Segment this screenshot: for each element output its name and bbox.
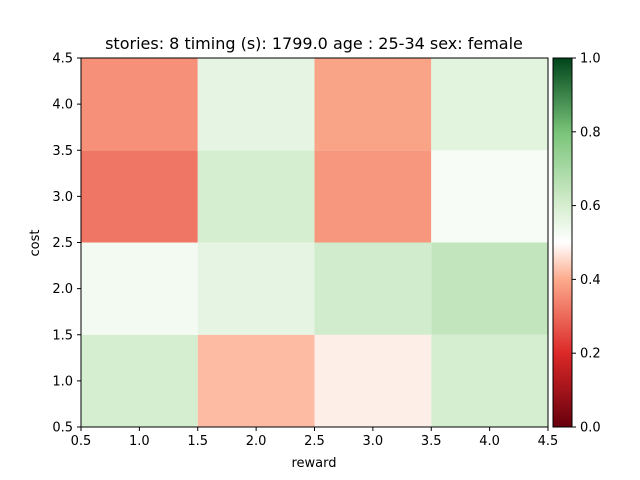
y-tick-label: 3.0 xyxy=(52,190,73,205)
colorbar-tick-label: 0.2 xyxy=(580,347,601,362)
heatmap-cell xyxy=(431,150,548,243)
heatmap-cell xyxy=(197,334,315,427)
y-axis-ticks: 0.5 1.0 1.5 2.0 2.5 3.0 3.5 4.0 4.5 xyxy=(52,52,81,436)
y-tick-label: 2.0 xyxy=(52,282,73,297)
colorbar-tick-label: 0.6 xyxy=(580,199,601,214)
y-tick-label: 4.5 xyxy=(52,52,73,67)
y-tick-label: 0.5 xyxy=(52,421,73,436)
heatmap-cell xyxy=(81,334,198,427)
heatmap-cell xyxy=(81,58,198,151)
x-tick-label: 3.0 xyxy=(363,434,384,449)
heatmap-cell xyxy=(81,150,198,243)
colorbar-tick-label: 0.4 xyxy=(580,273,601,288)
x-axis-ticks: 0.5 1.0 1.5 2.0 2.5 3.0 3.5 4.0 4.5 xyxy=(71,427,559,449)
x-tick-label: 1.5 xyxy=(187,434,208,449)
x-tick-label: 4.0 xyxy=(479,434,500,449)
colorbar: 0.0 0.2 0.4 0.6 0.8 1.0 xyxy=(552,52,601,436)
x-tick-label: 4.5 xyxy=(538,434,559,449)
colorbar-gradient xyxy=(552,57,573,428)
y-tick-label: 3.5 xyxy=(52,144,73,159)
x-tick-label: 1.0 xyxy=(129,434,150,449)
heatmap-cell xyxy=(314,334,432,427)
y-axis-label: cost xyxy=(28,230,43,257)
x-tick-label: 0.5 xyxy=(71,434,92,449)
y-tick-label: 1.5 xyxy=(52,328,73,343)
x-tick-label: 3.5 xyxy=(421,434,442,449)
x-tick-label: 2.5 xyxy=(304,434,325,449)
plot-area xyxy=(80,57,549,428)
chart-title: stories: 8 timing (s): 1799.0 age : 25-3… xyxy=(105,34,523,53)
heatmap-cell xyxy=(81,242,198,335)
heatmap-cell xyxy=(197,242,315,335)
heatmap-cell xyxy=(314,150,432,243)
heatmap-cell xyxy=(431,242,548,335)
heatmap-cell xyxy=(431,334,548,427)
colorbar-tick-label: 1.0 xyxy=(580,52,601,67)
heatmap-cell xyxy=(197,58,315,151)
heatmap-cell xyxy=(314,58,432,151)
heatmap-cell xyxy=(197,150,315,243)
y-tick-label: 4.0 xyxy=(52,98,73,113)
heatmap-cell xyxy=(431,58,548,151)
y-tick-label: 2.5 xyxy=(52,236,73,251)
colorbar-tick-label: 0.0 xyxy=(580,421,601,436)
colorbar-tick-label: 0.8 xyxy=(580,125,601,140)
x-tick-label: 2.0 xyxy=(246,434,267,449)
heatmap-cell xyxy=(314,242,432,335)
y-tick-label: 1.0 xyxy=(52,374,73,389)
x-axis-label: reward xyxy=(291,456,336,471)
